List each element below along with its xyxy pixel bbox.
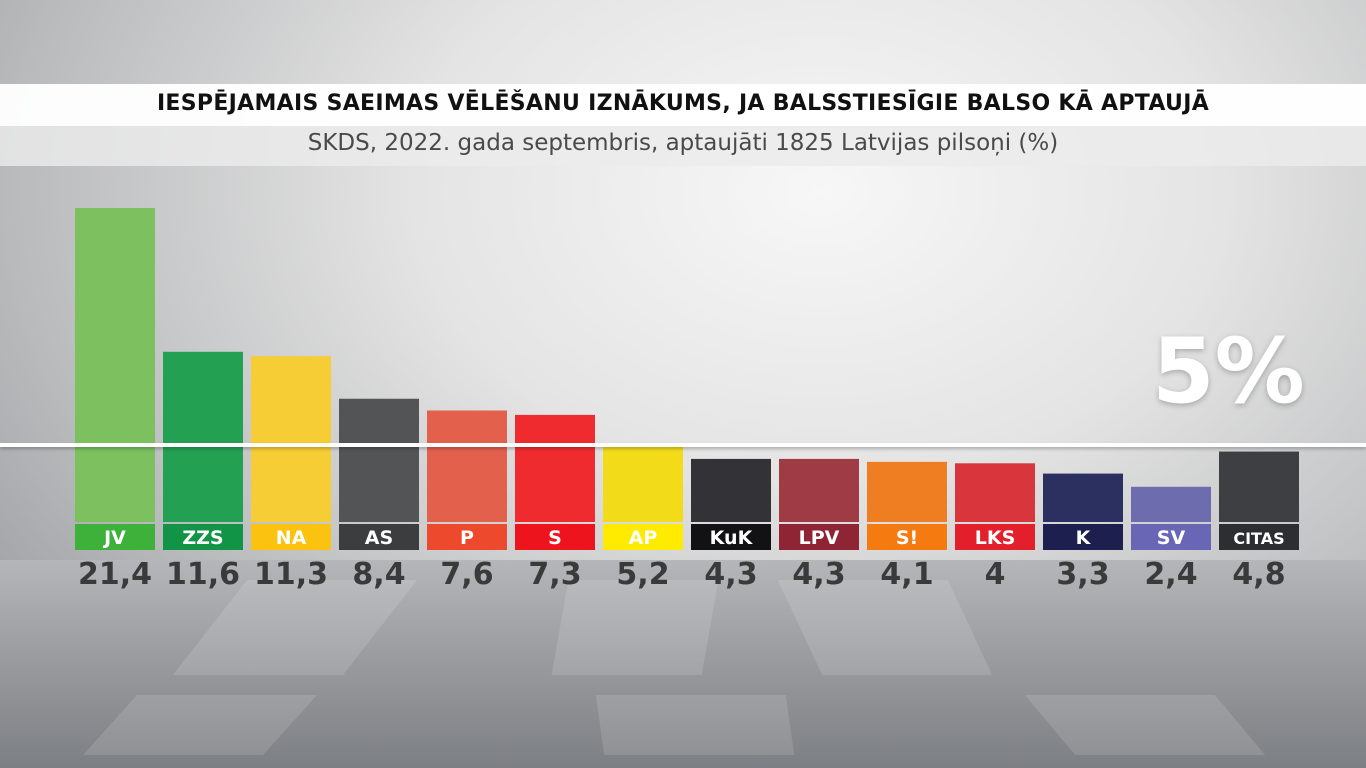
value-label: 21,4 bbox=[78, 557, 152, 592]
bar-na bbox=[251, 356, 331, 522]
value-label: 2,4 bbox=[1144, 557, 1197, 592]
category-label-bg bbox=[1219, 524, 1299, 550]
decorative-dots bbox=[1182, 120, 1228, 126]
value-label: 11,3 bbox=[254, 557, 328, 592]
category-label: AS bbox=[365, 527, 393, 549]
title-band bbox=[0, 84, 1366, 126]
value-label: 3,3 bbox=[1056, 557, 1109, 592]
category-label-bg bbox=[339, 524, 419, 550]
threshold-line bbox=[0, 443, 1366, 447]
category-label-bg bbox=[691, 524, 771, 550]
value-label: 7,6 bbox=[440, 557, 493, 592]
bar-k bbox=[1043, 473, 1123, 522]
floor-background bbox=[0, 560, 1366, 768]
category-label-bg bbox=[1131, 524, 1211, 550]
category-label: SV bbox=[1157, 527, 1186, 549]
bar-p bbox=[427, 410, 507, 522]
category-label-bg bbox=[427, 524, 507, 550]
chart-subtitle: SKDS, 2022. gada septembris, aptaujāti 1… bbox=[307, 130, 1059, 156]
category-label: P bbox=[460, 527, 474, 549]
category-label-bg bbox=[779, 524, 859, 550]
category-label: S! bbox=[896, 527, 918, 549]
category-label: AP bbox=[629, 527, 658, 549]
category-label-bg bbox=[603, 524, 683, 550]
category-label: LKS bbox=[975, 527, 1016, 549]
value-label: 8,4 bbox=[352, 557, 405, 592]
category-label: LPV bbox=[799, 527, 840, 549]
category-label: ZZS bbox=[182, 527, 223, 549]
threshold-label: 5% bbox=[1152, 319, 1305, 424]
bar-jv bbox=[75, 208, 155, 522]
category-label: K bbox=[1076, 527, 1092, 549]
category-label-bg bbox=[75, 524, 155, 550]
value-label: 4,1 bbox=[880, 557, 933, 592]
value-label: 5,2 bbox=[616, 557, 669, 592]
value-label: 4,3 bbox=[792, 557, 845, 592]
bar-kuk bbox=[691, 458, 771, 522]
bar-as bbox=[339, 398, 419, 522]
chart-title: IESPĒJAMAIS SAEIMAS VĒLĒŠANU IZNĀKUMS, J… bbox=[156, 91, 1210, 116]
bar-s bbox=[867, 461, 947, 522]
bar-s bbox=[515, 414, 595, 522]
value-label: 7,3 bbox=[528, 557, 581, 592]
category-label-bg bbox=[955, 524, 1035, 550]
value-label: 4,8 bbox=[1232, 557, 1285, 592]
bar-zzs bbox=[163, 351, 243, 522]
category-label-bg bbox=[163, 524, 243, 550]
category-label: JV bbox=[102, 527, 126, 549]
value-label: 4 bbox=[985, 557, 1006, 592]
value-label: 11,6 bbox=[166, 557, 240, 592]
bar-lpv bbox=[779, 458, 859, 522]
category-label: KuK bbox=[710, 527, 754, 549]
bar-sv bbox=[1131, 486, 1211, 522]
category-label-bg bbox=[867, 524, 947, 550]
category-label: CITAS bbox=[1233, 529, 1284, 548]
bar-lks bbox=[955, 463, 1035, 522]
category-label-bg bbox=[251, 524, 331, 550]
subtitle-band bbox=[0, 126, 1366, 166]
value-label: 4,3 bbox=[704, 557, 757, 592]
category-label: NA bbox=[276, 527, 307, 549]
bar-citas bbox=[1219, 451, 1299, 522]
category-label: S bbox=[548, 527, 562, 549]
category-label-bg bbox=[1043, 524, 1123, 550]
category-label-bg bbox=[515, 524, 595, 550]
bar-ap bbox=[603, 445, 683, 522]
